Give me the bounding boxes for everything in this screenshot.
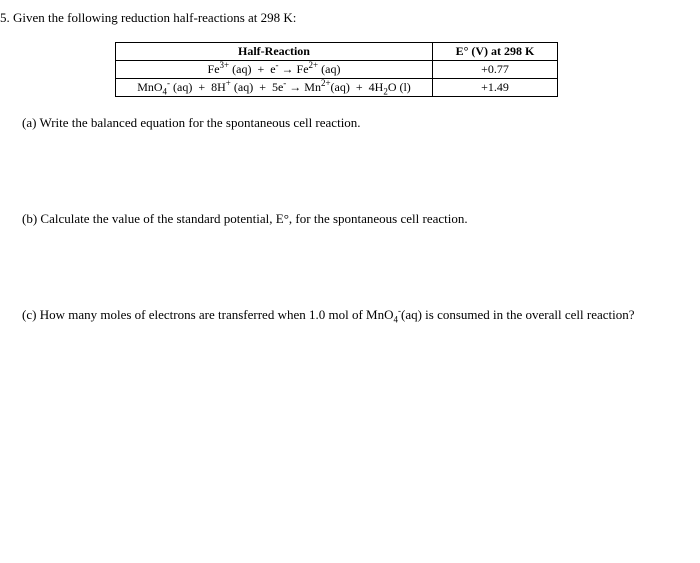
part-c-label: (c) bbox=[22, 307, 36, 322]
question-prompt: Given the following reduction half-react… bbox=[13, 10, 296, 25]
worksheet-page: 5. Given the following reduction half-re… bbox=[0, 0, 700, 333]
question-number: 5. bbox=[0, 10, 10, 25]
reaction-cell-1: Fe3+ (aq) + e- → Fe2+ (aq) bbox=[116, 61, 433, 79]
table-header-row: Half-Reaction E° (V) at 298 K bbox=[116, 43, 558, 61]
header-potential: E° (V) at 298 K bbox=[433, 43, 558, 61]
part-b-label: (b) bbox=[22, 211, 37, 226]
header-reaction: Half-Reaction bbox=[116, 43, 433, 61]
potential-cell-1: +0.77 bbox=[433, 61, 558, 79]
table-row: MnO4- (aq) + 8H+ (aq) + 5e- → Mn2+(aq) +… bbox=[116, 79, 558, 97]
half-reaction-table: Half-Reaction E° (V) at 298 K Fe3+ (aq) … bbox=[115, 42, 558, 97]
part-a-label: (a) bbox=[22, 115, 36, 130]
part-a-text: Write the balanced equation for the spon… bbox=[39, 115, 360, 130]
half-reaction-table-wrap: Half-Reaction E° (V) at 298 K Fe3+ (aq) … bbox=[115, 42, 692, 97]
part-b: (b) Calculate the value of the standard … bbox=[22, 211, 692, 227]
question-prompt-line: 5. Given the following reduction half-re… bbox=[0, 10, 692, 26]
reaction-cell-2: MnO4- (aq) + 8H+ (aq) + 5e- → Mn2+(aq) +… bbox=[116, 79, 433, 97]
potential-cell-2: +1.49 bbox=[433, 79, 558, 97]
part-b-text: Calculate the value of the standard pote… bbox=[40, 211, 467, 226]
part-a: (a) Write the balanced equation for the … bbox=[22, 115, 692, 131]
part-c: (c) How many moles of electrons are tran… bbox=[22, 307, 692, 323]
part-c-text: How many moles of electrons are transfer… bbox=[40, 307, 635, 322]
table-row: Fe3+ (aq) + e- → Fe2+ (aq) +0.77 bbox=[116, 61, 558, 79]
